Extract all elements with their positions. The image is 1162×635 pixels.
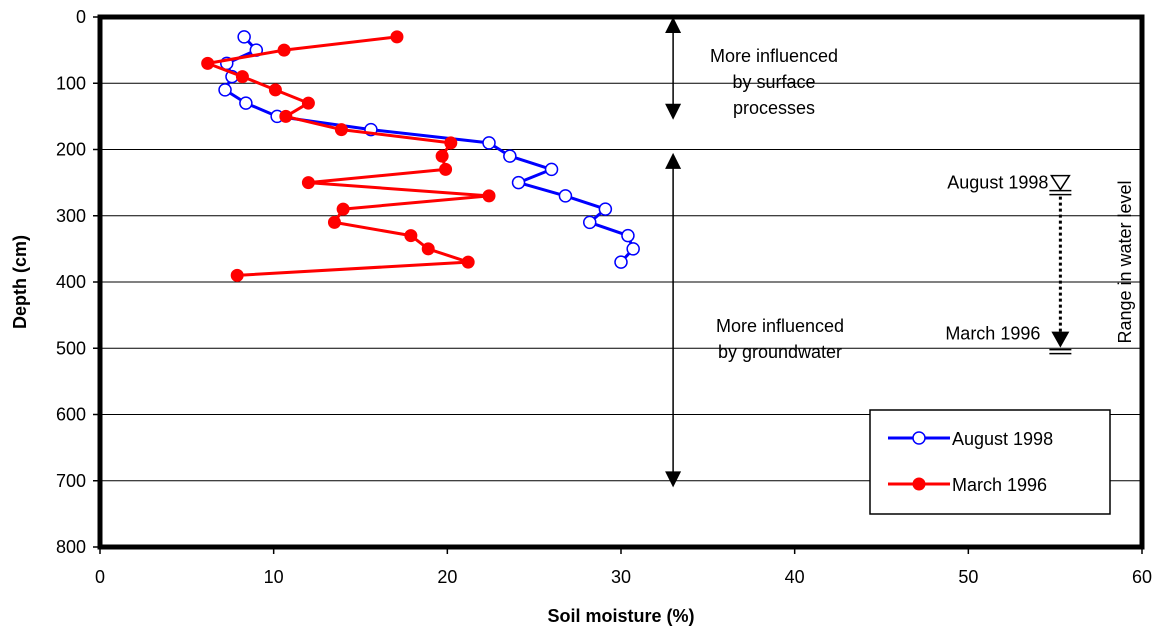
groundwater-arrow-head-up: [665, 152, 682, 169]
y-tick-label-100: 100: [56, 73, 86, 93]
legend: August 1998 March 1996: [869, 409, 1111, 515]
y-tick-label-600: 600: [56, 405, 86, 425]
y-tick-label-800: 800: [56, 537, 86, 557]
data-point-march-1996-13: [336, 202, 350, 216]
x-tick-label-40: 40: [785, 567, 805, 587]
water-level-range-title: Range in water level: [1115, 180, 1135, 343]
x-axis-title: Soil moisture (%): [547, 606, 694, 626]
data-point-march-1996-3: [235, 70, 249, 84]
y-tick-label-400: 400: [56, 272, 86, 292]
data-point-march-1996-5: [301, 96, 315, 110]
x-tick-label-30: 30: [611, 567, 631, 587]
axis-ticks: 0 100 200 300 400 500 600 700 800 0 10 20 30 40 50 60: [56, 7, 1152, 587]
data-point-august-1998-9: [503, 149, 517, 163]
data-point-march-1996-9: [435, 149, 449, 163]
x-tick-label-60: 60: [1132, 567, 1152, 587]
data-point-march-1996-1: [277, 43, 291, 57]
data-point-august-1998-14: [582, 215, 597, 230]
data-point-august-1998-12: [558, 189, 573, 203]
surface-arrow-head-up: [665, 17, 682, 33]
legend-marker-august-1998: [912, 431, 926, 445]
x-tick-label-10: 10: [264, 567, 284, 587]
water-level-august-label: August 1998: [947, 173, 1048, 193]
data-point-march-1996-7: [334, 123, 348, 137]
data-point-august-1998-0: [237, 30, 251, 44]
surface-text-line-2: processes: [733, 98, 815, 118]
y-tick-label-300: 300: [56, 206, 86, 226]
data-point-march-1996-2: [201, 56, 215, 70]
groundwater-label: More influenced by groundwater: [716, 316, 844, 362]
data-point-march-1996-0: [390, 30, 404, 44]
data-point-march-1996-18: [230, 268, 244, 282]
data-series: [201, 30, 640, 282]
data-point-march-1996-16: [421, 242, 435, 256]
legend-label-march-1996: March 1996: [952, 475, 1047, 495]
groundwater-arrow-head-down: [665, 471, 682, 488]
data-point-august-1998-11: [511, 175, 526, 190]
legend-label-august-1998: August 1998: [952, 429, 1053, 449]
data-point-august-1998-13: [598, 202, 613, 216]
water-level-march-label: March 1996: [945, 324, 1040, 344]
data-point-march-1996-15: [404, 229, 418, 243]
x-tick-label-20: 20: [437, 567, 457, 587]
surface-text-line-0: More influenced: [710, 46, 838, 66]
y-tick-label-500: 500: [56, 338, 86, 358]
data-point-august-1998-5: [239, 96, 253, 110]
data-point-march-1996-11: [301, 176, 315, 190]
groundwater-text-line-1: by groundwater: [718, 342, 842, 362]
data-point-august-1998-17: [614, 255, 628, 269]
surface-arrow-head-down: [665, 103, 682, 120]
data-point-march-1996-17: [461, 255, 475, 269]
annotations: More influenced by surface processes More …: [665, 17, 1135, 488]
y-tick-label-200: 200: [56, 140, 86, 160]
y-axis-title: Depth (cm): [10, 235, 30, 329]
x-tick-label-50: 50: [958, 567, 978, 587]
data-point-august-1998-16: [626, 242, 640, 256]
y-tick-label-0: 0: [76, 7, 86, 27]
data-point-march-1996-8: [444, 136, 458, 150]
legend-marker-march-1996: [912, 477, 926, 491]
water-level-march-arrowhead: [1051, 331, 1070, 348]
data-point-march-1996-12: [482, 189, 496, 203]
data-point-august-1998-8: [482, 136, 496, 150]
surface-processes-label: More influenced by surface processes: [710, 46, 838, 118]
surface-text-line-1: by surface: [732, 72, 815, 92]
data-point-august-1998-15: [621, 228, 635, 243]
data-point-august-1998-4: [218, 83, 232, 97]
data-point-march-1996-14: [327, 215, 341, 229]
water-table-august-marker: [1050, 174, 1071, 191]
data-point-august-1998-10: [544, 162, 559, 177]
y-tick-label-700: 700: [56, 471, 86, 491]
gridlines: [100, 82, 1142, 482]
data-point-march-1996-10: [439, 162, 453, 176]
groundwater-text-line-0: More influenced: [716, 316, 844, 336]
legend-box: [869, 409, 1111, 515]
x-tick-label-0: 0: [95, 567, 105, 587]
data-point-march-1996-4: [268, 83, 282, 97]
data-point-march-1996-6: [279, 109, 293, 123]
